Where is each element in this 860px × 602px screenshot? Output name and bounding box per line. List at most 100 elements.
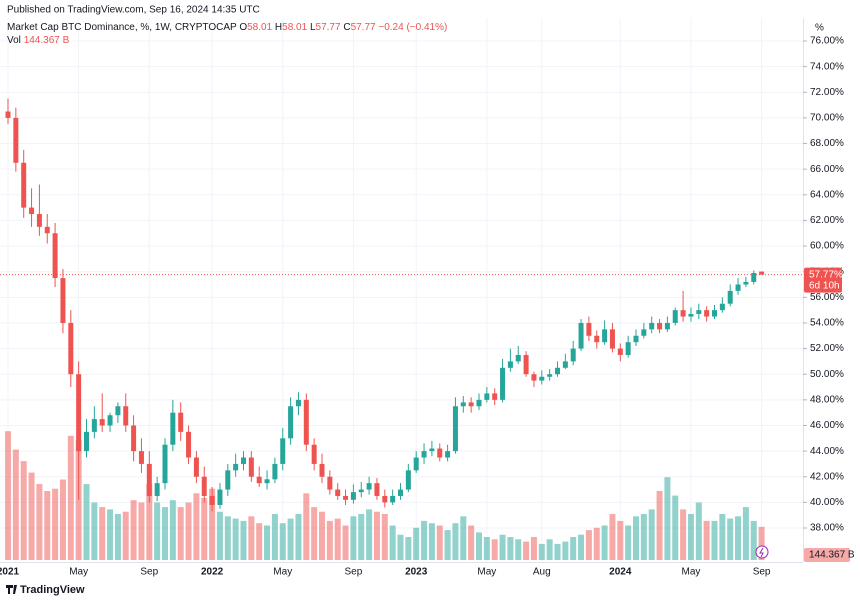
y-tick-label: 70.00% — [810, 113, 844, 124]
volume-bar — [617, 520, 624, 560]
y-tick-label: 66.00% — [810, 164, 844, 175]
volume-bar — [350, 516, 357, 560]
y-tick-label: 56.00% — [810, 292, 844, 303]
candle-body — [84, 431, 89, 452]
candle-body — [452, 406, 458, 452]
volume-bar — [625, 525, 632, 560]
candle-body — [602, 329, 608, 343]
countdown: 6d 10h — [809, 280, 840, 291]
candle-body — [115, 406, 121, 416]
candle-body — [704, 310, 710, 317]
candle-body — [217, 489, 223, 505]
candle-body — [460, 402, 466, 407]
y-tick-label: 42.00% — [810, 471, 844, 482]
ohlc-letter: L — [310, 22, 316, 33]
candle-body — [727, 290, 733, 304]
candle-body — [131, 425, 137, 452]
candle-body — [201, 476, 207, 496]
volume-bar — [452, 523, 459, 560]
volume-tag — [804, 548, 850, 562]
x-tick-label: Sep — [140, 567, 158, 578]
volume-bar — [67, 435, 74, 560]
volume-bar — [366, 509, 373, 560]
candle-body — [688, 313, 694, 317]
x-tick-label: Aug — [533, 567, 551, 578]
candle-body — [555, 367, 560, 375]
candle-body — [13, 117, 19, 163]
candle-body — [146, 463, 152, 496]
volume-bar — [483, 537, 490, 560]
volume-bar — [381, 514, 388, 560]
volume-bar — [36, 484, 43, 560]
volume-bar — [460, 516, 467, 560]
volume-bar — [554, 543, 561, 560]
volume-bar — [491, 539, 498, 560]
volume-bar — [169, 500, 176, 560]
symbol-name: Market Cap BTC Dominance, %, 1W, CRYPTOC… — [7, 22, 237, 33]
volume-bar — [240, 520, 247, 560]
volume-bar — [421, 520, 428, 560]
candle-body — [36, 214, 42, 227]
volume-bar — [373, 511, 380, 560]
volume-bar — [530, 537, 537, 560]
x-tick-label: 2022 — [201, 567, 224, 578]
x-tick-label: May — [477, 567, 496, 578]
volume-bar — [279, 523, 286, 560]
symbol-header: Market Cap BTC Dominance, %, 1W, CRYPTOC… — [7, 22, 447, 33]
axis-unit: % — [815, 23, 824, 34]
y-tick-label: 52.00% — [810, 343, 844, 354]
x-tick-label: 2024 — [609, 567, 632, 578]
volume-bar — [648, 509, 655, 560]
candle-body — [751, 272, 757, 282]
x-tick-label: Sep — [753, 567, 771, 578]
y-tick-label: 62.00% — [810, 215, 844, 226]
volume-bar — [12, 449, 19, 560]
candle-body — [594, 335, 600, 343]
candle-body — [209, 495, 215, 505]
volume-bar — [224, 516, 231, 560]
volume-bar — [719, 514, 726, 560]
volume-bar — [703, 520, 710, 560]
candle-body — [91, 419, 97, 432]
candle-body — [68, 322, 74, 375]
candle-body — [358, 489, 364, 493]
candle-body — [539, 376, 545, 381]
volume-bar — [562, 541, 569, 560]
candle-body — [578, 322, 584, 349]
candle-body — [649, 322, 655, 330]
candle-body — [374, 483, 380, 496]
candle-body — [743, 281, 749, 285]
y-tick-label: 50.00% — [810, 369, 844, 380]
candle-body — [429, 448, 435, 452]
volume-bar — [44, 491, 51, 560]
volume-bar — [695, 502, 702, 560]
volume-bar — [601, 525, 608, 560]
candle-body — [311, 444, 317, 464]
candle-body — [405, 470, 411, 490]
ohlc-letter: H — [275, 22, 282, 33]
candle-body — [233, 463, 239, 471]
volume-bar — [201, 497, 208, 560]
volume-bar — [672, 495, 679, 560]
y-tick-label: 44.00% — [810, 446, 844, 457]
ohlc-letter: O — [239, 22, 247, 33]
volume-bar — [436, 525, 443, 560]
volume-bar — [311, 507, 318, 560]
x-tick-label: May — [69, 567, 88, 578]
candle-body — [445, 451, 451, 458]
candle-body — [256, 476, 262, 484]
candle-body — [476, 399, 482, 407]
volume-bar — [264, 525, 271, 560]
candle-body — [759, 271, 765, 275]
candle-body — [609, 329, 615, 349]
candle-body — [484, 393, 490, 400]
candle-body — [680, 310, 686, 317]
change-value: −0.24 (−0.41%) — [378, 22, 447, 33]
volume-bar — [138, 502, 145, 560]
candle-body — [295, 399, 301, 407]
candle-body — [398, 489, 403, 496]
volume-bar — [585, 530, 592, 560]
volume-bar — [107, 509, 114, 560]
price-tag-label: 57.77% — [809, 269, 843, 280]
